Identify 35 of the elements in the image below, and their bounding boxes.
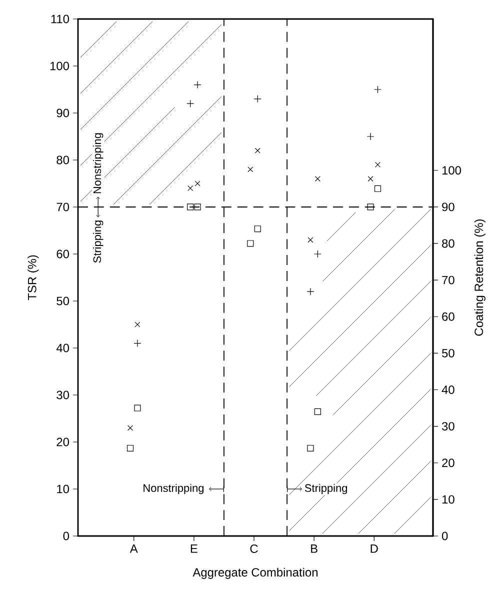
y2-tick-label: 0 bbox=[442, 532, 448, 540]
y-tick-label: 50 bbox=[56, 296, 70, 306]
x-axis-title: Aggregate Combination bbox=[192, 568, 318, 579]
y-tick-label: 60 bbox=[56, 250, 70, 258]
y-tick-label: 40 bbox=[56, 344, 70, 352]
y2-tick-label: 30 bbox=[442, 422, 454, 431]
annotation: Nonstripping bbox=[144, 484, 204, 494]
y-tick-label: 0 bbox=[63, 532, 70, 540]
y2-tick-label: 80 bbox=[442, 239, 454, 248]
y-tick-label: 100 bbox=[50, 62, 70, 70]
y2-tick-label: 90 bbox=[442, 202, 454, 212]
annotation: Nonstripping bbox=[93, 133, 104, 194]
y-tick-label: 70 bbox=[56, 202, 70, 212]
x-tick-label: E bbox=[190, 544, 198, 553]
y-tick-label: 90 bbox=[56, 108, 70, 118]
y2-tick-label: 50 bbox=[442, 348, 454, 358]
y2-tick-label: 10 bbox=[442, 495, 454, 504]
annotation: Stripping bbox=[304, 484, 347, 494]
y-tick-label: 80 bbox=[56, 156, 70, 164]
y2-tick-label: 20 bbox=[442, 458, 454, 468]
x-tick-label: A bbox=[130, 544, 138, 553]
annotation: Stripping bbox=[93, 220, 104, 263]
x-tick-label: B bbox=[311, 544, 318, 553]
y2-tick-label: 40 bbox=[442, 386, 454, 394]
y2-tick-label: 60 bbox=[442, 312, 454, 321]
y-tick-label: 110 bbox=[51, 14, 70, 24]
y2-tick-label: 100 bbox=[442, 166, 462, 175]
y-axis-title: TSR (%) bbox=[28, 255, 39, 300]
x-tick-label: C bbox=[250, 544, 258, 553]
y2-axis-title: Coating Retention (%) bbox=[474, 219, 486, 336]
y-tick-label: 10 bbox=[57, 484, 70, 494]
y-tick-label: 20 bbox=[56, 438, 70, 446]
y-tick-label: 30 bbox=[56, 390, 70, 400]
y2-tick-label: 70 bbox=[442, 276, 454, 284]
x-tick-label: D bbox=[370, 544, 378, 553]
